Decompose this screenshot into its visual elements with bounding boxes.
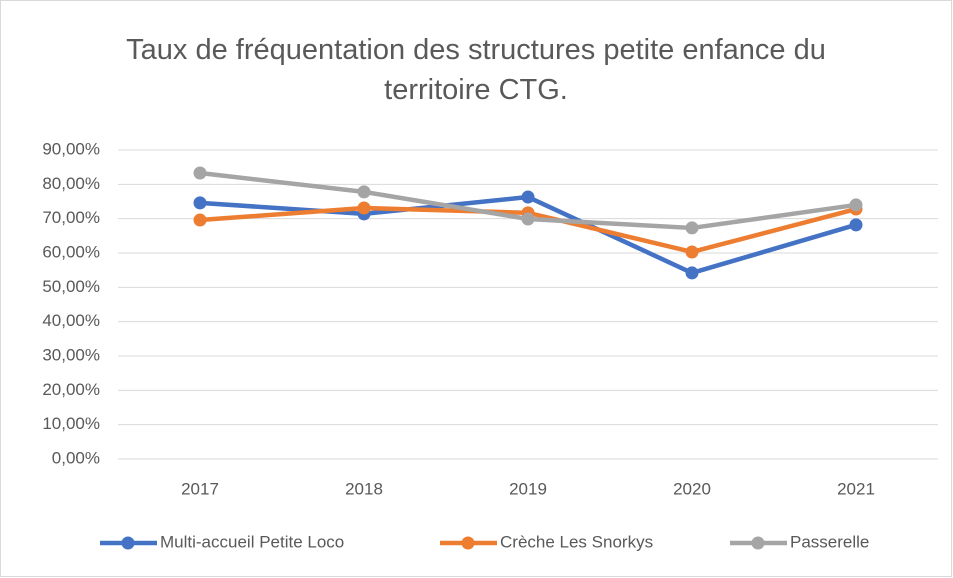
y-tick-label: 20,00% <box>42 380 100 399</box>
data-point <box>849 198 863 212</box>
y-tick-label: 50,00% <box>42 277 100 296</box>
y-tick-label: 30,00% <box>42 345 100 364</box>
legend-label: Multi-accueil Petite Loco <box>160 532 344 551</box>
data-point <box>685 221 699 235</box>
x-tick-label: 2019 <box>509 479 547 498</box>
y-tick-label: 90,00% <box>42 139 100 158</box>
y-tick-label: 10,00% <box>42 414 100 433</box>
y-tick-label: 40,00% <box>42 311 100 330</box>
x-tick-label: 2021 <box>837 479 875 498</box>
data-point <box>357 185 371 199</box>
legend-label: Passerelle <box>790 532 869 551</box>
data-point <box>849 218 863 232</box>
y-tick-label: 0,00% <box>52 448 100 467</box>
legend-marker <box>751 536 765 550</box>
data-point <box>193 196 207 210</box>
data-point <box>193 213 207 227</box>
legend-label: Crèche Les Snorkys <box>500 532 653 551</box>
x-tick-label: 2018 <box>345 479 383 498</box>
data-point <box>357 201 371 215</box>
x-tick-label: 2017 <box>181 479 219 498</box>
data-point <box>685 245 699 259</box>
data-point <box>521 212 535 226</box>
data-point <box>685 266 699 280</box>
legend-marker <box>121 536 135 550</box>
y-tick-label: 60,00% <box>42 242 100 261</box>
x-tick-label: 2020 <box>673 479 711 498</box>
data-point <box>521 190 535 204</box>
legend-marker <box>461 536 475 550</box>
chart-title: Taux de fréquentation des structures pet… <box>126 34 826 106</box>
data-point <box>193 166 207 180</box>
y-tick-label: 70,00% <box>42 208 100 227</box>
y-tick-label: 80,00% <box>42 174 100 193</box>
